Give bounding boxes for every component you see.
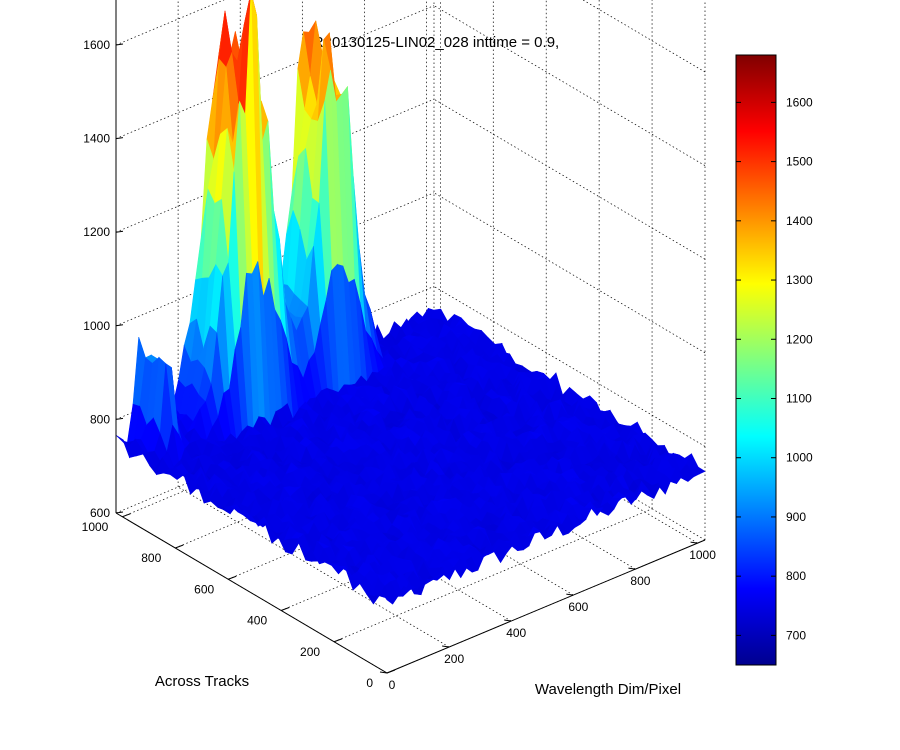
x-tick-label: 200 — [444, 652, 464, 666]
colorbar-tick-label: 1600 — [786, 95, 813, 109]
x-tick-label: 600 — [568, 600, 588, 614]
grid-line — [433, 286, 706, 447]
z-tick — [115, 417, 124, 420]
z-tick — [115, 43, 124, 46]
colorbar-tick-label: 900 — [786, 510, 806, 524]
colorbar: 700 800 900 1000 1100 1200 1300 1400 1500 1600 — [735, 54, 813, 666]
y-tick — [280, 607, 290, 611]
y-tick-label: 800 — [141, 551, 161, 565]
y-axis-line — [115, 512, 388, 674]
grid-line — [177, 486, 450, 648]
z-tick-label: 800 — [90, 412, 110, 426]
surface-cell — [379, 590, 393, 605]
y-tick — [175, 544, 184, 549]
z-tick-label: 1200 — [83, 225, 110, 239]
y-tick-label: 600 — [194, 582, 214, 596]
z-tick — [115, 230, 124, 233]
y-tick-label: 1000 — [82, 520, 109, 534]
grid-line — [115, 98, 435, 233]
colorbar-tick-label: 1500 — [786, 155, 813, 169]
y-tick — [122, 513, 131, 518]
grid-line — [115, 5, 435, 139]
grid-line — [582, 0, 706, 73]
x-tick — [442, 645, 450, 648]
z-tick-label: 1400 — [83, 132, 110, 146]
chart-title: R20130125-LIN02_028 inttime = 0.9, — [313, 34, 559, 51]
x-tick-label: 0 — [389, 678, 396, 692]
grid-line — [433, 5, 706, 166]
colorbar-tick-label: 800 — [786, 569, 806, 583]
grid-line — [433, 192, 706, 354]
x-tick — [504, 619, 512, 622]
colorbar-tick-label: 1200 — [786, 332, 813, 346]
x-tick — [690, 541, 698, 544]
colorbar-tick-label: 1300 — [786, 273, 813, 287]
y-axis-label: Across Tracks — [155, 673, 249, 690]
z-tick — [115, 137, 124, 140]
x-tick — [379, 671, 388, 674]
z-tick-label: 1000 — [83, 319, 110, 333]
x-tick-label: 1000 — [689, 548, 716, 562]
colorbar-gradient — [735, 54, 777, 666]
x-tick-label: 800 — [630, 574, 650, 588]
colorbar-tick-label: 1100 — [786, 391, 812, 405]
x-tick — [566, 593, 574, 596]
y-tick-label: 0 — [366, 676, 373, 690]
colorbar-tick-label: 700 — [786, 628, 806, 642]
x-axis-line — [386, 539, 706, 674]
z-tick-label: 1600 — [83, 38, 110, 52]
grid-line — [333, 508, 653, 643]
y-tick — [228, 575, 237, 580]
y-tick-label: 400 — [247, 614, 267, 628]
axes-ticks: 6008001000120014001600180002004006008001… — [82, 0, 716, 692]
x-tick-label: 400 — [506, 626, 526, 640]
z-tick-label: 600 — [90, 506, 110, 520]
z-tick — [115, 511, 124, 514]
surface-plot — [115, 0, 706, 605]
colorbar-tick-label: 1000 — [786, 451, 813, 465]
grid-line — [115, 0, 225, 46]
grid-line — [433, 98, 706, 260]
colorbar-tick-label: 1400 — [786, 214, 813, 228]
y-tick — [333, 638, 343, 643]
z-tick — [115, 324, 124, 327]
y-tick-label: 200 — [300, 645, 320, 659]
x-axis-label: Wavelength Dim/Pixel — [535, 681, 681, 698]
x-tick — [628, 567, 636, 570]
